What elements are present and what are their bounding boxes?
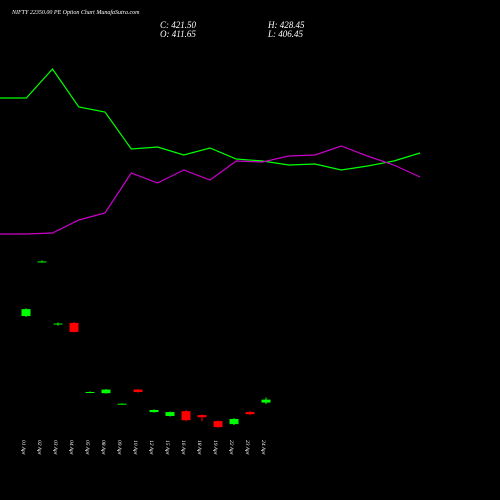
x-tick-label: 19 Apr: [212, 440, 218, 456]
candle-body: [165, 412, 175, 416]
x-tick-label: 12 Apr: [148, 440, 154, 456]
indicator-line: [0, 145, 421, 235]
x-tick-label: 10 Apr: [132, 440, 138, 456]
candle-body: [245, 412, 255, 415]
x-tick-label: 03 Apr: [52, 440, 58, 456]
candle-body: [181, 411, 191, 421]
candle-body: [101, 389, 111, 394]
candle-body: [69, 322, 79, 332]
x-tick-label: 18 Apr: [196, 440, 202, 456]
close-label: C: 421.50: [160, 20, 197, 30]
low-label: L: 406.45: [267, 29, 304, 39]
candle-body: [85, 391, 95, 393]
candle-body: [53, 323, 63, 325]
x-tick-label: 04 Apr: [68, 440, 75, 456]
candle-body: [149, 409, 159, 413]
x-tick-label: 16 Apr: [180, 440, 186, 456]
x-tick-label: 01 Apr: [20, 440, 26, 456]
x-tick-label: 02 Apr: [36, 440, 42, 456]
candle-body: [37, 261, 47, 263]
x-tick-label: 05 Apr: [84, 440, 90, 456]
high-label: H: 428.45: [267, 20, 305, 30]
candle-body: [213, 421, 223, 428]
x-tick-label: 22 Apr: [228, 440, 234, 456]
open-label: O: 411.65: [160, 29, 196, 39]
x-tick-label: 24 Apr: [260, 440, 267, 456]
x-tick-label: 15 Apr: [164, 440, 170, 456]
candle-body: [229, 418, 239, 425]
x-tick-label: 23 Apr: [244, 440, 250, 456]
candle-body: [261, 399, 271, 403]
candle-body: [117, 403, 127, 405]
indicator-line: [0, 68, 421, 171]
chart-title: NIFTY 22350.00 PE Option Chart MunafaSut…: [11, 9, 140, 16]
candle-body: [197, 415, 207, 418]
candle-body: [21, 309, 31, 317]
x-tick-label: 08 Apr: [100, 440, 106, 456]
candle-body: [133, 389, 143, 392]
x-tick-label: 09 Apr: [116, 440, 122, 456]
